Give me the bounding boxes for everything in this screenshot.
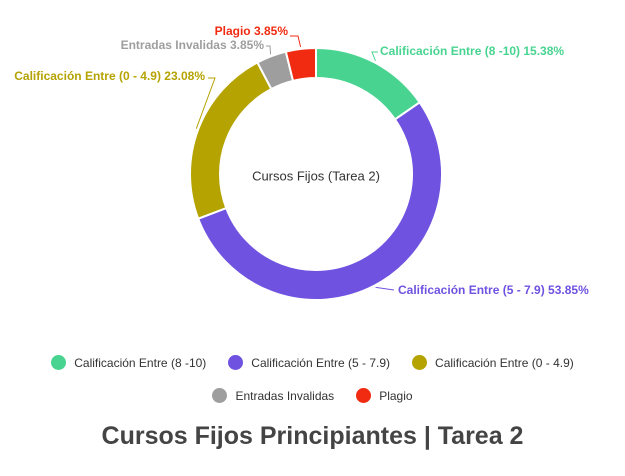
legend-swatch-3 [212,388,228,403]
callout-layer: Calificación Entre (8 -10) 15.38% Calific… [14,24,589,297]
slices-layer [189,46,443,301]
legend-row-2: Entradas Invalidas Plagio [0,388,625,403]
donut-chart-svg: Calificación Entre (8 -10) 15.38% Calific… [14,24,589,301]
slice-label-3: Entradas Invalidas 3.85% [121,38,265,52]
legend-label-0: Calificación Entre (8 -10) [74,355,207,370]
donut-slice-1[interactable] [196,100,443,301]
donut-slice-2[interactable] [189,61,273,221]
legend-label-4: Plagio [379,388,413,403]
donut-slice-0[interactable] [315,46,422,121]
legend-swatch-2 [412,355,428,370]
chart-title: Cursos Fijos Principiantes | Tarea 2 [101,422,524,450]
legend-swatch-1 [228,355,244,370]
donut-chart: Calificación Entre (8 -10) 15.38% Calific… [14,24,589,301]
legend-swatch-0 [51,355,67,370]
callout-line-4 [290,35,302,48]
legend-item-3[interactable]: Entradas Invalidas [212,388,334,403]
callout-line-1 [375,286,395,291]
legend-row-1: Calificación Entre (8 -10) Calificación E… [0,355,625,370]
legend-item-4[interactable]: Plagio [356,388,413,403]
callout-line-3 [266,45,272,55]
legend-swatch-4 [356,388,372,403]
center-label: Cursos Fijos (Tarea 2) [252,168,380,183]
slice-label-1: Calificación Entre (5 - 7.9) 53.85% [398,283,589,297]
donut-slice-4[interactable] [284,46,317,83]
legend-item-2[interactable]: Calificación Entre (0 - 4.9) [412,355,574,370]
slice-label-2: Calificación Entre (0 - 4.9) 23.08% [14,69,205,83]
legend-label-2: Calificación Entre (0 - 4.9) [435,355,574,370]
slice-label-0: Calificación Entre (8 -10) 15.38% [380,44,564,58]
callout-line-2 [195,77,216,129]
legend-label-1: Calificación Entre (5 - 7.9) [251,355,391,370]
legend-item-0[interactable]: Calificación Entre (8 -10) [51,355,206,370]
slice-label-4: Plagio 3.85% [215,24,289,38]
legend-label-3: Entradas Invalidas [235,388,335,403]
legend-item-1[interactable]: Calificación Entre (5 - 7.9) [228,355,390,370]
callout-line-0 [371,51,378,61]
